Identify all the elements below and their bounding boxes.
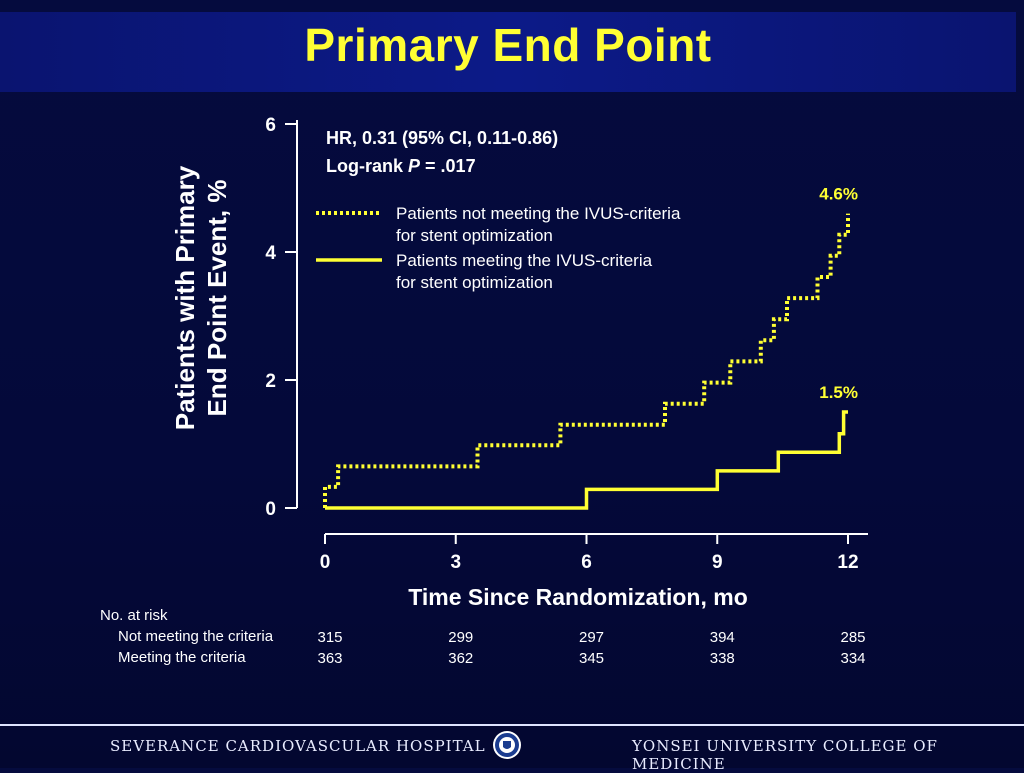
legend-entry-label: Patients meeting the IVUS-criteria for st… [396, 251, 653, 292]
at-risk-value: 334 [840, 650, 866, 667]
km-chart: 0 2 4 6 0 3 6 9 12 Time Since Randomization, mo Pa… [170, 115, 868, 610]
at-risk-value: 285 [840, 629, 866, 646]
at-risk-row-label-meeting: Meeting the criteria [118, 649, 246, 666]
y-tick-label: 4 [265, 243, 276, 264]
log-rank-prefix: Log-rank [326, 156, 408, 176]
x-tick-label: 6 [581, 552, 592, 573]
chart-legend: Patients not meeting the IVUS-criteria fo… [316, 204, 681, 292]
y-tick-label: 0 [265, 499, 276, 520]
series-end-label: 4.6% [819, 185, 858, 204]
at-risk-value: 362 [448, 650, 474, 667]
y-axis-title-line: End Point Event, % [202, 180, 232, 417]
series-line-meeting-criteria [325, 410, 848, 510]
legend-entry-line: Patients meeting the IVUS-criteria [396, 251, 653, 270]
x-tick-label: 3 [450, 552, 461, 573]
university-seal-icon [493, 731, 521, 759]
series-end-label: 1.5% [819, 383, 858, 402]
y-axis-title: Patients with PrimaryEnd Point Event, % [170, 165, 232, 430]
y-tick-label: 6 [265, 115, 276, 136]
chart-annotation: HR, 0.31 (95% CI, 0.11-0.86) Log-rank P =… [326, 128, 558, 176]
log-rank-value: = .017 [420, 156, 476, 176]
y-tick-label: 2 [265, 371, 276, 392]
at-risk-value: 297 [578, 629, 605, 646]
at-risk-header: No. at risk [100, 607, 168, 624]
legend-entry-label: Patients not meeting the IVUS-criteria fo… [396, 204, 681, 245]
legend-entry-line: for stent optimization [396, 226, 553, 245]
x-tick-label: 9 [712, 552, 723, 573]
at-risk-row-label-not-meeting: Not meeting the criteria [118, 628, 274, 645]
chart-axes: 0 2 4 6 0 3 6 9 12 Time Since Randomization, mo Pa… [170, 115, 868, 610]
log-rank-text: Log-rank P = .017 [326, 156, 476, 176]
footer-divider [0, 724, 1024, 726]
x-tick-label: 12 [837, 552, 858, 573]
series-line-not-meeting-criteria [323, 213, 850, 508]
at-risk-value: 315 [317, 629, 343, 646]
legend-entry-line: Patients not meeting the IVUS-criteria [396, 204, 681, 223]
chart-curves: 4.6% 1.5% [323, 185, 858, 510]
x-tick-label: 0 [320, 552, 331, 573]
title-bar [0, 12, 1016, 92]
x-axis-title: Time Since Randomization, mo [408, 584, 748, 610]
log-rank-p: P [408, 156, 421, 176]
at-risk-value: 394 [709, 629, 735, 646]
legend-entry-line: for stent optimization [396, 273, 553, 292]
at-risk-value: 299 [448, 629, 474, 646]
at-risk-value: 338 [709, 650, 735, 667]
at-risk-value: 363 [317, 650, 343, 667]
slide-title: Primary End Point [304, 19, 712, 71]
footer-hospital-name: SEVERANCE CARDIOVASCULAR HOSPITAL [110, 737, 486, 755]
at-risk-value: 345 [578, 650, 605, 667]
y-axis-title-line: Patients with Primary [170, 165, 200, 430]
hazard-ratio-text: HR, 0.31 (95% CI, 0.11-0.86) [326, 128, 558, 148]
